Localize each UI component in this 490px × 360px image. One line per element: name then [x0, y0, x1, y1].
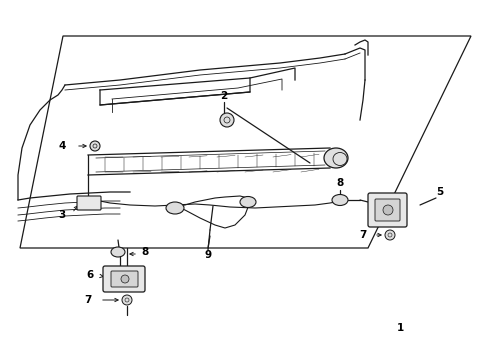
Circle shape — [385, 230, 395, 240]
FancyBboxPatch shape — [77, 196, 101, 210]
Circle shape — [90, 141, 100, 151]
Text: 1: 1 — [396, 323, 404, 333]
Text: 4: 4 — [58, 141, 66, 151]
Text: 5: 5 — [437, 187, 443, 197]
Circle shape — [121, 275, 129, 283]
FancyBboxPatch shape — [111, 271, 138, 287]
Ellipse shape — [324, 148, 348, 168]
Ellipse shape — [111, 247, 125, 257]
Circle shape — [383, 205, 393, 215]
Circle shape — [122, 295, 132, 305]
Text: 8: 8 — [142, 247, 148, 257]
Text: 2: 2 — [220, 91, 228, 101]
FancyBboxPatch shape — [375, 199, 400, 221]
FancyBboxPatch shape — [103, 266, 145, 292]
Text: 8: 8 — [336, 178, 343, 188]
Text: 6: 6 — [86, 270, 94, 280]
Text: 7: 7 — [359, 230, 367, 240]
Ellipse shape — [332, 194, 348, 206]
Text: 9: 9 — [204, 250, 212, 260]
Text: 3: 3 — [58, 210, 66, 220]
Ellipse shape — [240, 197, 256, 207]
Circle shape — [220, 113, 234, 127]
Text: 7: 7 — [84, 295, 92, 305]
FancyBboxPatch shape — [368, 193, 407, 227]
Ellipse shape — [166, 202, 184, 214]
